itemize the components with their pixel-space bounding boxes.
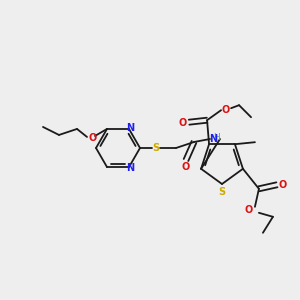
Text: O: O [89,133,97,143]
Text: H: H [213,133,219,142]
Text: N: N [126,123,134,133]
Text: O: O [279,180,287,190]
Text: O: O [245,205,253,215]
Text: O: O [222,105,230,115]
Text: S: S [218,187,226,197]
Text: O: O [182,162,190,172]
Text: N: N [209,134,217,144]
Text: O: O [179,118,187,128]
Text: N: N [126,163,134,173]
Text: S: S [152,143,160,153]
